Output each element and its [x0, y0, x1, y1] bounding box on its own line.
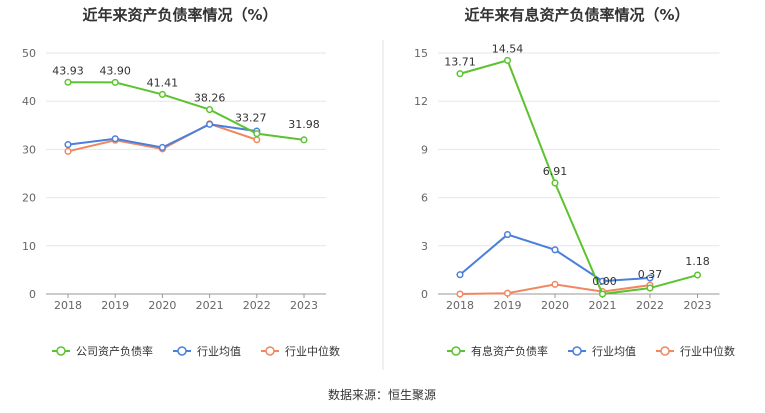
y-tick-label: 20 — [22, 192, 36, 205]
x-tick-label: 2019 — [494, 299, 522, 312]
legend-label: 有息资产负债率 — [471, 344, 548, 358]
legend-swatch-marker — [177, 346, 187, 356]
data-point-median — [503, 289, 512, 297]
data-point-avg — [456, 271, 464, 279]
legend-item-median: 行业中位数 — [261, 344, 340, 358]
data-point-main — [158, 90, 166, 98]
y-tick-label: 50 — [22, 47, 36, 60]
legend-swatch-marker — [451, 346, 461, 356]
x-tick-label: 2022 — [243, 299, 271, 312]
legend-label: 行业均值 — [592, 345, 636, 358]
data-label: 43.90 — [99, 64, 131, 77]
x-tick-label: 2023 — [684, 299, 712, 312]
chart-panel-debt-ratio: 近年来资产负债率情况（%） 0 10 20 30 40 50 2018 2019 2020 2021… — [22, 6, 340, 358]
data-point-main — [64, 78, 72, 86]
data-label: 33.27 — [235, 112, 267, 125]
data-point-median — [456, 290, 464, 298]
x-tick-label: 2019 — [101, 299, 129, 312]
y-tick-label: 12 — [414, 95, 428, 108]
legend-swatch-marker — [56, 346, 66, 356]
y-tick-label: 15 — [414, 47, 428, 60]
series-line-main — [67, 81, 305, 141]
series-line-avg — [459, 233, 651, 283]
x-tick-label: 2021 — [589, 299, 617, 312]
data-label: 6.91 — [543, 165, 568, 178]
x-tick-label: 2023 — [290, 299, 318, 312]
data-point-main — [111, 78, 119, 86]
data-label: 0.00 — [592, 275, 617, 288]
legend-swatch-marker — [265, 346, 275, 356]
data-label: 1.18 — [685, 255, 710, 268]
data-point-median — [253, 136, 261, 144]
y-tick-label: 6 — [421, 192, 428, 205]
data-point-main — [598, 290, 607, 298]
data-label: 41.41 — [147, 76, 179, 89]
data-source: 数据来源：恒生聚源 — [328, 387, 436, 402]
data-label: 38.26 — [194, 92, 226, 105]
y-tick-label: 30 — [22, 143, 36, 156]
data-point-avg — [598, 277, 607, 285]
chart-title: 近年来有息资产负债率情况（%） — [464, 6, 689, 24]
data-point-avg — [646, 274, 654, 282]
legend-label: 行业中位数 — [680, 344, 735, 358]
y-tick-label: 0 — [421, 288, 428, 301]
chart-panel-interest-debt-ratio: 近年来有息资产负债率情况（%） 0 3 6 9 12 15 2018 2019 2020 2021 2… — [414, 6, 735, 358]
x-tick-label: 2020 — [148, 299, 176, 312]
data-label: 0.37 — [638, 268, 663, 281]
y-tick-label: 9 — [421, 143, 428, 156]
x-tick-label: 2018 — [446, 299, 474, 312]
data-point-main — [206, 106, 214, 114]
legend-label: 公司资产负债率 — [76, 344, 153, 358]
legend-item-avg: 行业均值 — [173, 345, 241, 358]
y-tick-label: 10 — [22, 240, 36, 253]
chart-title: 近年来资产负债率情况（%） — [82, 6, 277, 24]
data-label: 31.98 — [288, 118, 320, 131]
data-point-main — [693, 271, 702, 279]
data-label: 43.93 — [52, 64, 84, 77]
legend-swatch-marker — [572, 346, 582, 356]
data-point-avg — [503, 231, 512, 239]
legend-item-median: 行业中位数 — [656, 344, 735, 358]
legend-item-avg: 行业均值 — [568, 345, 636, 358]
data-point-main — [503, 56, 512, 64]
data-point-avg — [111, 135, 119, 143]
data-point-median — [551, 280, 559, 288]
data-label: 14.54 — [492, 42, 524, 55]
y-tick-label: 40 — [22, 95, 36, 108]
legend-swatch-marker — [660, 346, 670, 356]
data-point-main — [300, 136, 308, 144]
data-label: 13.71 — [444, 56, 476, 69]
x-tick-label: 2021 — [196, 299, 224, 312]
data-point-avg — [64, 141, 72, 149]
data-point-main — [646, 284, 654, 292]
legend-label: 行业均值 — [197, 345, 241, 358]
data-point-avg — [158, 143, 166, 152]
y-tick-label: 3 — [421, 240, 428, 253]
series-line-main — [459, 59, 698, 296]
legend-item-main: 有息资产负债率 — [447, 344, 548, 358]
data-point-main — [551, 179, 559, 187]
data-point-main — [253, 130, 261, 138]
x-tick-label: 2022 — [636, 299, 664, 312]
legend-label: 行业中位数 — [285, 344, 340, 358]
data-point-avg — [206, 120, 214, 128]
legend-item-main: 公司资产负债率 — [52, 344, 153, 358]
x-tick-label: 2020 — [541, 299, 569, 312]
y-tick-label: 0 — [29, 288, 36, 301]
x-tick-label: 2018 — [54, 299, 82, 312]
data-point-avg — [551, 246, 559, 254]
data-point-median — [64, 147, 72, 155]
data-point-main — [456, 70, 464, 78]
